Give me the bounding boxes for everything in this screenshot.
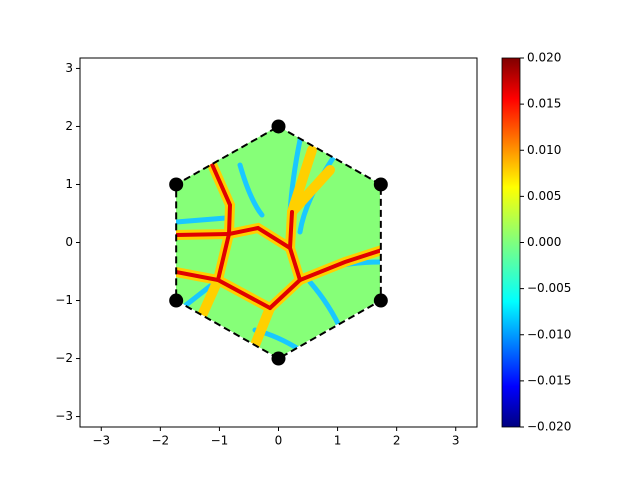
colorbar-tick-label: 0.020 xyxy=(527,51,561,65)
colorbar-tick-label: −0.010 xyxy=(527,327,571,341)
vertex-point xyxy=(271,119,286,134)
y-tick-label: −2 xyxy=(55,351,73,365)
vertex-point xyxy=(169,293,184,308)
x-tick-label: 0 xyxy=(275,434,283,448)
colorbar xyxy=(501,57,521,428)
vertex-point xyxy=(373,177,388,192)
vertex-point xyxy=(373,293,388,308)
y-tick-label: 2 xyxy=(65,119,73,133)
y-tick-label: −1 xyxy=(55,293,73,307)
colorbar-tick-label: 0.000 xyxy=(527,235,561,249)
field-ridges xyxy=(176,160,380,310)
y-tick-label: 3 xyxy=(65,61,73,75)
y-tick-label: 0 xyxy=(65,235,73,249)
colorbar-tick-label: −0.015 xyxy=(527,373,571,387)
x-tick-label: −1 xyxy=(211,434,229,448)
colorbar-tick-label: 0.010 xyxy=(527,143,561,157)
colorbar-tick-label: 0.015 xyxy=(527,97,561,111)
y-tick-label: 1 xyxy=(65,177,73,191)
y-tick-label: −3 xyxy=(55,409,73,423)
plot-layer: −3 −2 −1 0 1 2 3 −3 −2 −1 0 1 2 3 −0.020 −0.015 −0.010 −0… xyxy=(55,51,571,448)
vertex-point xyxy=(169,177,184,192)
vertex-point xyxy=(271,351,286,366)
x-tick-label: −2 xyxy=(151,434,169,448)
colorbar-tick-label: 0.005 xyxy=(527,189,561,203)
colorbar-tick-label: −0.005 xyxy=(527,281,571,295)
x-tick-label: 3 xyxy=(452,434,460,448)
field xyxy=(176,126,380,358)
x-tick-label: −3 xyxy=(92,434,110,448)
x-tick-label: 2 xyxy=(393,434,401,448)
colorbar-tick-label: −0.020 xyxy=(527,420,571,434)
x-tick-label: 1 xyxy=(334,434,342,448)
